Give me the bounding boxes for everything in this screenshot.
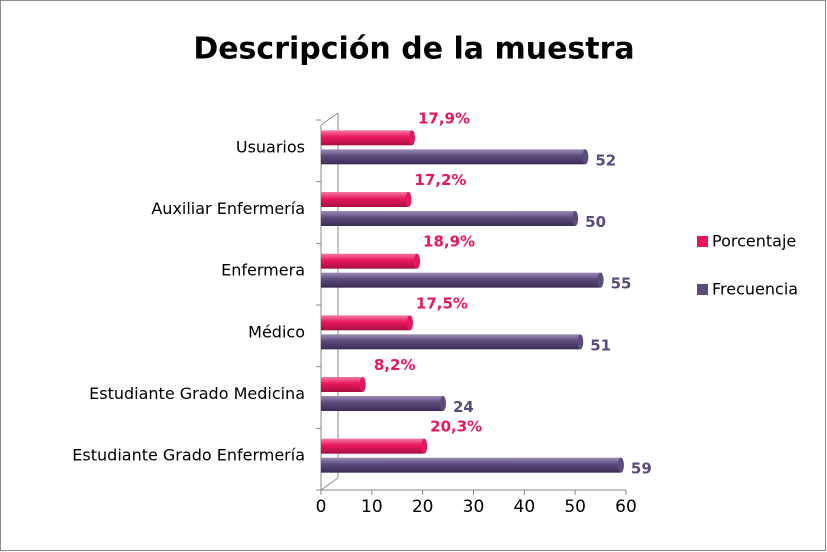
data-label: 51 bbox=[590, 336, 611, 354]
bar bbox=[321, 396, 446, 411]
data-label: 8,2% bbox=[374, 356, 416, 374]
data-label: 24 bbox=[453, 398, 474, 416]
data-label: 17,2% bbox=[414, 171, 466, 189]
data-label: 17,9% bbox=[418, 109, 470, 127]
bar bbox=[321, 192, 412, 207]
bar bbox=[321, 457, 624, 473]
data-label: 52 bbox=[595, 151, 616, 169]
bar bbox=[321, 149, 589, 165]
data-label: 20,3% bbox=[430, 418, 482, 436]
y-tick-label: Estudiante Grado Enfermería bbox=[72, 446, 305, 465]
y-tick-label: Auxiliar Enfermería bbox=[151, 199, 305, 218]
x-tick-label: 0 bbox=[316, 497, 327, 517]
data-label: 59 bbox=[631, 460, 652, 478]
x-tick-label: 20 bbox=[412, 497, 434, 517]
x-tick-label: 40 bbox=[514, 497, 536, 517]
y-tick-label: Enfermera bbox=[221, 261, 305, 280]
legend-label: Frecuencia bbox=[712, 280, 798, 299]
y-tick-label: Usuarios bbox=[236, 137, 305, 156]
bar bbox=[321, 377, 366, 392]
y-tick-label: Médico bbox=[248, 322, 305, 341]
data-label: 50 bbox=[585, 213, 606, 231]
y-tick-label: Estudiante Grado Medicina bbox=[89, 384, 305, 403]
y-axis-depth bbox=[320, 112, 339, 126]
bar bbox=[321, 211, 579, 226]
bar bbox=[321, 253, 421, 269]
bar bbox=[321, 315, 413, 331]
bar bbox=[321, 272, 604, 288]
legend-swatch bbox=[697, 236, 708, 247]
x-tick-label: 30 bbox=[463, 497, 485, 517]
data-label: 55 bbox=[611, 275, 632, 293]
x-tick-label: 50 bbox=[564, 497, 586, 517]
data-label: 17,5% bbox=[416, 294, 468, 312]
bar bbox=[321, 334, 584, 350]
bar bbox=[321, 130, 415, 146]
chart-title: Descripción de la muestra bbox=[193, 32, 634, 67]
bar bbox=[321, 438, 428, 454]
x-tick-label: 10 bbox=[361, 497, 383, 517]
x-tick-label: 60 bbox=[615, 497, 637, 517]
legend-swatch bbox=[697, 284, 708, 295]
data-label: 18,9% bbox=[423, 233, 475, 251]
floor-depth bbox=[320, 477, 339, 491]
legend-label: Porcentaje bbox=[712, 232, 796, 251]
